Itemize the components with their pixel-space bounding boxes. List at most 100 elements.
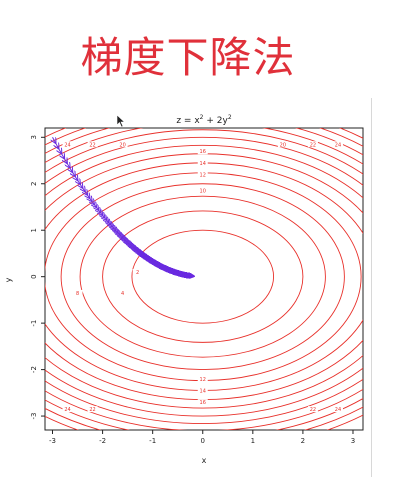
x-tick-label: 0: [201, 437, 205, 445]
contour-line: [44, 173, 361, 381]
descent-step: [117, 232, 119, 234]
descent-step: [112, 226, 114, 228]
y-tick-label: 2: [30, 182, 38, 186]
y-axis: -3 -2 -1 0 1 2 3: [30, 135, 45, 419]
descent-step: [142, 254, 143, 255]
descent-step: [102, 215, 104, 217]
descent-step: [138, 252, 139, 253]
descent-step: [141, 254, 142, 255]
contour-label: 20: [119, 142, 125, 148]
descent-step: [104, 218, 106, 220]
contour-label: 16: [200, 149, 206, 155]
contour-line: [2, 145, 403, 408]
gradient-descent-path: [53, 137, 194, 276]
x-tick-label: -2: [99, 437, 106, 445]
descent-step: [77, 180, 80, 184]
descent-step: [143, 255, 144, 256]
contour-label: 14: [200, 389, 206, 395]
y-tick-label: 3: [30, 135, 38, 139]
descent-step: [82, 188, 84, 192]
descent-step: [156, 264, 157, 265]
descent-step: [70, 168, 73, 172]
descent-step: [150, 260, 151, 261]
chart-title-part: + 2y: [204, 116, 229, 126]
contour-label: 22: [89, 142, 95, 148]
contour-label: 14: [200, 161, 206, 167]
descent-step: [106, 220, 108, 222]
descent-step: [67, 163, 70, 168]
descent-step: [94, 204, 96, 207]
descent-step: [148, 259, 149, 260]
descent-step: [157, 264, 158, 265]
y-tick-label: -1: [30, 320, 38, 327]
contour-line: [132, 230, 274, 323]
contour-label: 24: [64, 142, 70, 148]
descent-step: [129, 243, 130, 244]
descent-step: [108, 222, 110, 224]
chart-title-sup: 2: [228, 114, 232, 121]
descent-step: [155, 263, 156, 264]
contour-label: 8: [76, 291, 79, 297]
mouse-cursor-icon: [116, 114, 126, 128]
descent-step: [110, 224, 112, 226]
descent-step: [140, 253, 141, 254]
descent-step: [80, 184, 82, 188]
x-tick-label: -3: [49, 437, 56, 445]
chart-title: z = x2 + 2y2: [176, 114, 231, 126]
descent-step: [136, 249, 137, 250]
x-tick-label: 1: [251, 437, 255, 445]
descent-step: [72, 172, 75, 176]
contour-label: 24: [335, 407, 341, 413]
y-tick-label: -2: [30, 366, 38, 373]
descent-step: [147, 258, 148, 259]
panel-divider: [371, 98, 372, 477]
descent-step: [75, 176, 78, 180]
x-tick-label: 2: [301, 437, 305, 445]
descent-step: [122, 237, 124, 239]
descent-step: [126, 240, 128, 241]
contour-label: 24: [64, 407, 70, 413]
descent-step: [124, 239, 126, 241]
y-tick-label: 1: [30, 228, 38, 232]
contour-label: 4: [121, 291, 124, 297]
descent-step: [90, 198, 92, 201]
contour-label: 22: [310, 407, 316, 413]
contour-label: 12: [200, 172, 206, 178]
contour-label: 24: [335, 142, 341, 148]
descent-step: [58, 148, 61, 153]
contour-line: [61, 184, 344, 370]
descent-step: [133, 247, 134, 248]
x-tick-label: 3: [351, 437, 355, 445]
descent-step: [130, 245, 131, 246]
x-axis: -3 -2 -1 0 1 2 3: [49, 430, 355, 445]
descent-step: [100, 213, 102, 216]
descent-step: [137, 251, 138, 252]
y-tick-label: 0: [30, 274, 38, 278]
descent-step: [154, 263, 155, 264]
descent-step: [116, 230, 118, 232]
contour-line: [80, 196, 325, 357]
contour-label: 22: [310, 142, 316, 148]
chart-title-part: z = x: [176, 116, 200, 126]
descent-step: [145, 256, 146, 257]
contour-label: 10: [200, 189, 206, 195]
x-tick-label: -1: [149, 437, 156, 445]
x-axis-label: x: [202, 456, 207, 465]
y-axis-label: y: [4, 277, 13, 282]
descent-step: [121, 236, 123, 238]
descent-step: [61, 153, 64, 158]
y-tick-label: -3: [30, 413, 38, 420]
contour-line: [103, 211, 303, 342]
descent-step: [134, 248, 135, 249]
descent-step: [146, 257, 147, 258]
page-title: 梯度下降法: [0, 30, 376, 86]
contour-line: [29, 163, 376, 391]
descent-step: [119, 234, 121, 236]
contour-label: 12: [200, 377, 206, 383]
contour-label: 22: [89, 407, 95, 413]
descent-step: [149, 259, 150, 260]
descent-step: [96, 207, 98, 210]
